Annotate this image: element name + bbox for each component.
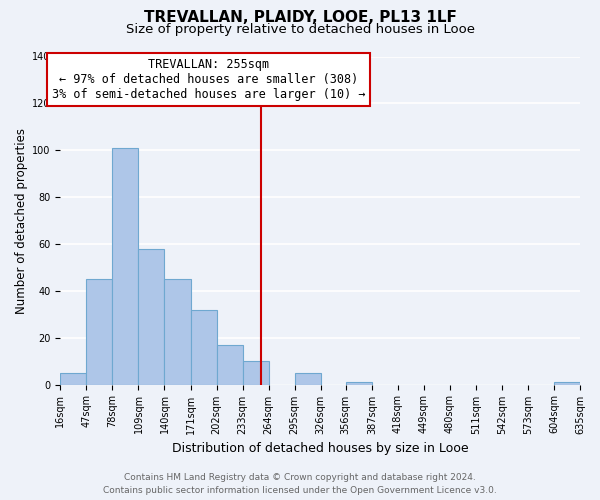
Bar — [554, 382, 580, 384]
Text: TREVALLAN, PLAIDY, LOOE, PL13 1LF: TREVALLAN, PLAIDY, LOOE, PL13 1LF — [143, 10, 457, 25]
Bar — [191, 310, 217, 384]
Bar — [217, 344, 242, 385]
Bar — [86, 279, 112, 384]
Bar — [61, 373, 86, 384]
Y-axis label: Number of detached properties: Number of detached properties — [15, 128, 28, 314]
Bar — [139, 248, 164, 384]
Text: Contains HM Land Registry data © Crown copyright and database right 2024.
Contai: Contains HM Land Registry data © Crown c… — [103, 473, 497, 495]
Bar — [346, 382, 372, 384]
Text: TREVALLAN: 255sqm
← 97% of detached houses are smaller (308)
3% of semi-detached: TREVALLAN: 255sqm ← 97% of detached hous… — [52, 58, 365, 101]
Bar — [164, 279, 191, 384]
X-axis label: Distribution of detached houses by size in Looe: Distribution of detached houses by size … — [172, 442, 469, 455]
Bar — [112, 148, 139, 384]
Bar — [295, 373, 320, 384]
Text: Size of property relative to detached houses in Looe: Size of property relative to detached ho… — [125, 22, 475, 36]
Bar — [242, 361, 269, 384]
